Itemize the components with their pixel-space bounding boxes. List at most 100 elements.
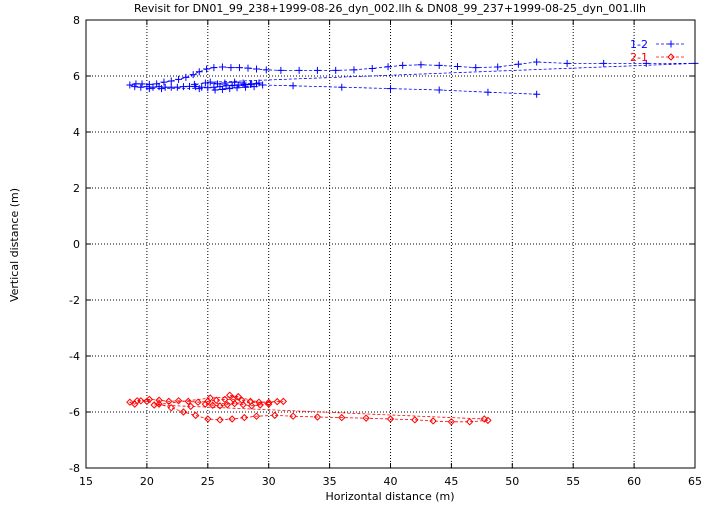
x-tick-label: 30 [262,475,276,488]
y-tick-label: 8 [73,14,80,27]
data-point [175,75,183,83]
data-point [252,412,261,420]
data-point [563,59,571,67]
data-point [194,398,202,406]
data-point [190,80,198,88]
data-point [453,62,461,70]
legend-label: 1-2 [630,38,648,51]
data-point [256,401,264,409]
data-point [201,400,210,408]
data-point [242,83,250,91]
x-tick-label: 40 [384,475,398,488]
data-point [247,402,256,410]
grid-lines [86,20,695,468]
data-point [221,79,229,87]
series-2-1 [126,391,492,426]
data-point [255,79,263,87]
data-point [184,397,193,406]
x-tick-label: 25 [201,475,215,488]
data-point [160,78,168,86]
data-point [264,398,273,407]
data-point [206,78,214,86]
data-point [189,71,197,79]
data-point [138,80,146,88]
data-point [514,60,522,68]
data-point [533,90,541,98]
data-point [191,411,200,420]
data-point [435,61,443,69]
legend-label: 2-1 [630,51,648,64]
x-tick-label: 55 [566,475,580,488]
data-point [384,63,392,71]
y-tick-label: 6 [73,70,80,83]
data-point [295,66,303,74]
x-tick-label: 35 [323,475,337,488]
data-point [153,80,161,88]
data-point [145,85,153,93]
x-tick-label: 65 [688,475,702,488]
data-point [332,66,340,74]
data-point [221,395,229,404]
data-point [465,418,474,426]
data-point [126,81,134,89]
data-point [417,61,425,69]
data-point [313,413,322,421]
data-point [206,394,214,402]
x-tick-label: 60 [627,475,641,488]
series-line [128,61,696,95]
data-point [161,83,169,91]
x-tick-label: 45 [444,475,458,488]
data-point [167,77,175,85]
x-tick-label: 15 [79,475,93,488]
data-point [204,84,212,92]
data-point [279,397,288,406]
data-point [233,84,241,92]
data-point [480,415,488,423]
data-point [230,399,239,408]
legend: 1-22-1 [630,38,686,64]
data-point [174,397,183,405]
data-point [313,66,321,74]
data-point [253,65,261,73]
data-point [386,415,395,423]
y-tick-label: 2 [73,182,80,195]
data-point [240,413,249,422]
data-point [167,83,175,91]
data-point [350,66,358,74]
data-point [362,414,370,422]
data-point [204,415,212,423]
data-point [137,397,145,405]
data-point [338,413,346,422]
data-point [179,83,187,91]
data-point [173,83,181,91]
data-point [132,80,140,88]
data-point [277,66,285,74]
y-tick-label: -8 [69,462,80,475]
legend-marker [667,53,675,61]
data-point [165,397,173,406]
data-point [179,408,188,416]
data-point [231,78,239,86]
series-layer [126,58,699,426]
data-point [600,59,608,67]
data-point [255,398,263,406]
legend-marker [667,40,675,48]
data-point [642,59,650,67]
y-tick-label: 0 [73,238,80,251]
data-point [208,401,217,409]
y-tick-label: -6 [69,406,80,419]
chart-title: Revisit for DN01_99_238+1999-08-26_dyn_0… [134,2,646,15]
data-point [435,86,443,94]
data-point [235,64,243,72]
y-tick-label: 4 [73,126,80,139]
data-point [211,86,219,94]
data-point [227,64,235,72]
data-point [195,85,203,93]
data-point [259,81,267,89]
data-point [239,79,247,87]
data-point [399,61,407,69]
data-point [167,404,175,412]
data-point [182,73,190,81]
axis-ticks: 15 20 25 30 35 40 45 50 55 60 65 -8 -6 -4 -2 0 2 4 6 8 [69,14,702,488]
